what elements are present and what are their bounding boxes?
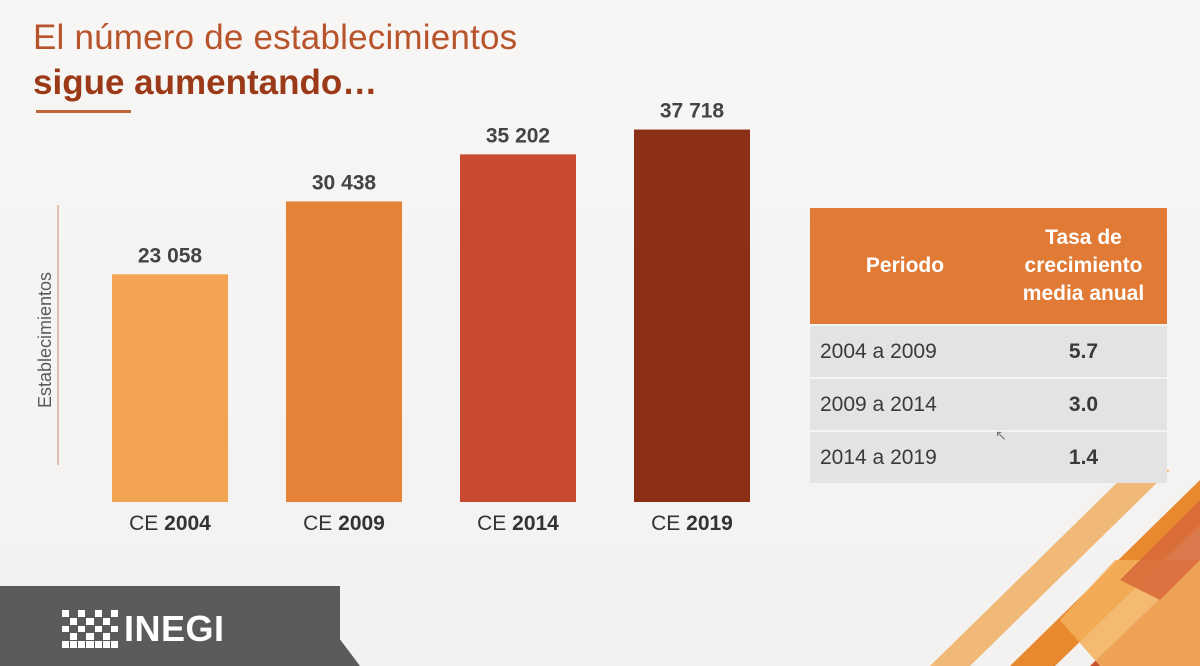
category-label-2004: CE 2004 [129,512,211,535]
value-label-2019: 37 718 [660,100,725,123]
table-header-row: Periodo Tasa de crecimiento media anual [810,208,1167,325]
bar-2004 [112,274,228,502]
mouse-cursor-icon: ↖ [995,427,1007,443]
row-period: 2004 a 2009 [810,324,1000,378]
y-axis-label: Establecimientos [35,272,55,408]
inegi-logo-text: INEGI [124,608,225,649]
table-row: 2014 a 2019 1.4 [810,430,1167,483]
bars-group: 23 058 CE 2004 30 438 CE 2009 35 202 CE 2014 3… [112,100,750,535]
inegi-logo-mark-icon [62,610,118,648]
row-rate: 1.4 [1000,430,1167,483]
inegi-logo: INEGI [62,608,225,650]
header-rate: Tasa de crecimiento media anual [1000,208,1167,325]
category-label-2009: CE 2009 [303,512,385,535]
bar-2019 [634,129,750,503]
title-line-2: sigue aumentando… [33,63,378,102]
value-label-2004: 23 058 [138,244,203,267]
bar-2014 [460,154,576,502]
title-underline [36,110,131,113]
deco-stripe-dark [1120,500,1200,600]
value-label-2009: 30 438 [312,171,377,194]
value-label-2014: 35 202 [486,124,550,147]
growth-rate-table: Periodo Tasa de crecimiento media anual 20… [810,208,1167,483]
header-period: Periodo [810,208,1000,325]
category-label-2014: CE 2014 [477,512,559,535]
footer-slant [300,586,360,666]
row-period: 2009 a 2014 [810,377,1000,431]
deco-stripe-light [930,470,1170,666]
table-row: 2004 a 2009 5.7 [810,324,1167,378]
row-period: 2014 a 2019 [810,430,1000,483]
row-rate: 3.0 [1000,377,1167,431]
title-line-1: El número de establecimientos [33,18,518,57]
table-row: 2009 a 2014 3.0 [810,377,1167,431]
category-label-2019: CE 2019 [651,512,733,535]
bar-2009 [286,201,402,502]
row-rate: 5.7 [1000,324,1167,378]
footer-bar [0,586,340,666]
